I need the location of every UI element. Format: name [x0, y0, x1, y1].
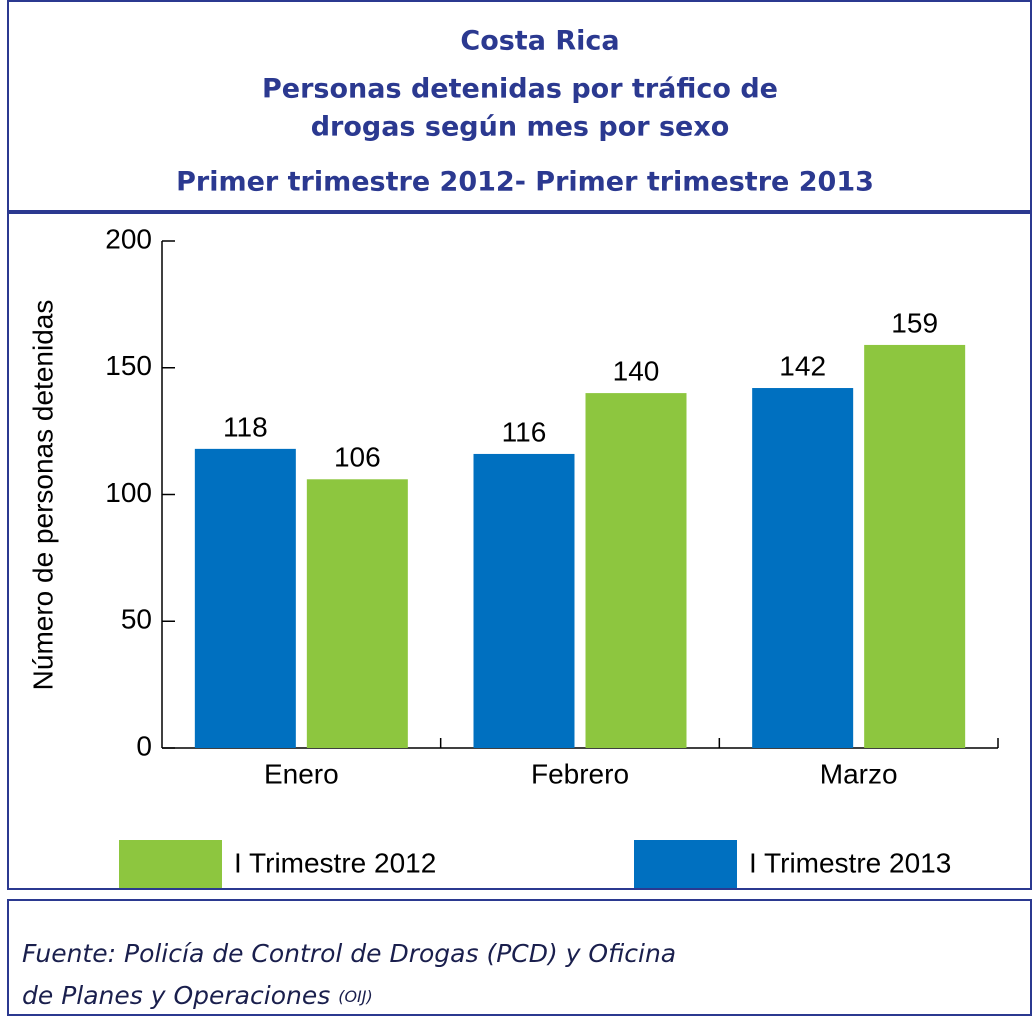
bar [585, 393, 687, 748]
y-tick-label: 150 [105, 350, 152, 381]
source: de Planes y Operaciones (OIJ) [22, 981, 373, 1010]
data-label: 140 [613, 355, 660, 386]
data-label: 116 [502, 416, 547, 447]
data-label: 159 [891, 307, 938, 338]
bar [752, 388, 854, 748]
y-tick-label: 50 [121, 604, 152, 635]
x-tick-label: Febrero [531, 758, 629, 789]
bar [864, 344, 966, 748]
data-label: 106 [334, 442, 381, 473]
bar [194, 448, 296, 748]
legend-swatch [119, 840, 222, 888]
title-box [7, 0, 1032, 212]
legend-label: I Trimestre 2013 [749, 847, 951, 878]
source-note: (OIJ) [338, 987, 373, 1006]
data-label: 118 [223, 411, 268, 442]
x-tick-label: Marzo [820, 758, 898, 789]
y-tick-label: 100 [105, 477, 152, 508]
y-axis-label: Número de personas detenidas [27, 300, 58, 691]
chart-title: drogas según mes por sexo [311, 112, 730, 143]
y-tick-label: 0 [136, 730, 152, 761]
bar [473, 453, 575, 748]
chart-title: Personas detenidas por tráfico de [262, 74, 778, 105]
source-box [7, 899, 1032, 1016]
source: de Planes y Operaciones [22, 981, 330, 1010]
chart-title: Costa Rica [460, 26, 619, 57]
bar [306, 479, 408, 748]
legend-swatch [634, 840, 737, 888]
data-label: 142 [779, 350, 826, 381]
legend-label: I Trimestre 2012 [234, 847, 436, 878]
chart-subtitle: Primer trimestre 2012- Primer trimestre … [176, 167, 874, 198]
plot-box [7, 212, 1032, 890]
y-tick-label: 200 [105, 223, 152, 254]
source: Fuente: Policía de Control de Drogas (PC… [22, 939, 676, 968]
x-tick-label: Enero [264, 758, 339, 789]
